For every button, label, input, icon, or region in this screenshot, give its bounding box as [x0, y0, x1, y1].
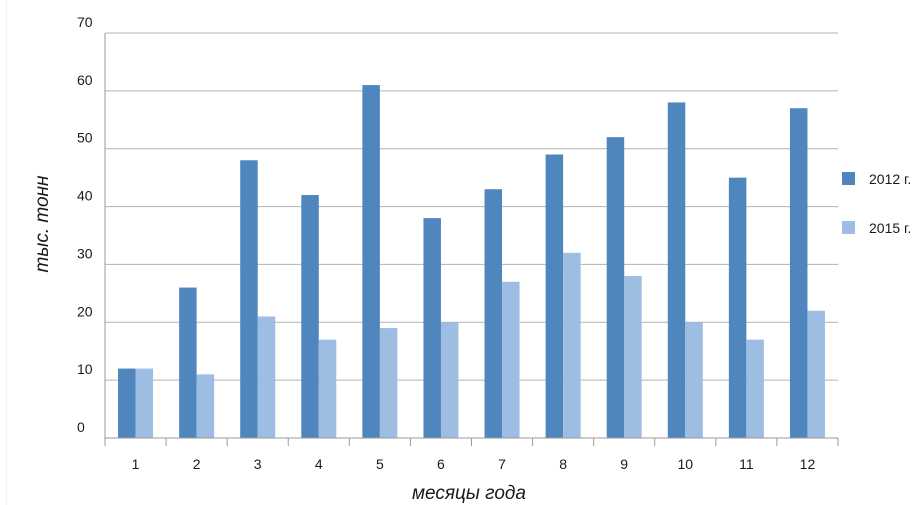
- x-tick-label: 11: [739, 456, 754, 472]
- y-tick-label: 10: [77, 361, 93, 377]
- bar-series-2-cat-5: [379, 328, 398, 438]
- legend-swatch-2: [842, 221, 855, 234]
- bar-series-2-cat-11: [746, 339, 764, 438]
- bar-series-1-cat-1: [118, 368, 136, 438]
- x-tick-label: 8: [559, 456, 567, 472]
- bar-series-1-cat-3: [240, 160, 258, 439]
- x-tick-label: 3: [254, 456, 262, 472]
- x-tick-label: 10: [678, 456, 694, 472]
- bar-series-1-cat-6: [423, 218, 441, 438]
- legend-label-2: 2015 г.: [869, 220, 911, 236]
- bar-series-1-cat-8: [545, 154, 564, 438]
- y-tick-label: 60: [77, 72, 93, 88]
- x-tick-label: 1: [132, 456, 140, 472]
- bars: [118, 85, 825, 439]
- y-axis-title: тыс. тонн: [32, 175, 53, 273]
- x-tick-label: 4: [315, 456, 323, 472]
- bar-series-1-cat-2: [179, 287, 197, 438]
- x-tick-label: 9: [620, 456, 628, 472]
- bar-series-2-cat-8: [563, 252, 581, 438]
- x-tick-label: 12: [800, 456, 816, 472]
- y-tick-labels: 0 10 20 30 40 50 60 70: [77, 14, 93, 435]
- x-tick-label: 7: [498, 456, 506, 472]
- y-tick-label: 40: [77, 188, 93, 204]
- axes: [104, 33, 839, 446]
- bar-series-1-cat-9: [606, 137, 625, 438]
- bar-series-2-cat-7: [502, 281, 520, 438]
- legend-swatch-1: [842, 172, 855, 185]
- bar-series-2-cat-6: [440, 322, 459, 438]
- x-tick-label: 5: [376, 456, 384, 472]
- bar-series-1-cat-7: [484, 189, 503, 438]
- bar-series-2-cat-3: [257, 316, 276, 438]
- bar-series-1-cat-10: [667, 102, 686, 438]
- y-tick-label: 70: [77, 14, 93, 30]
- y-tick-label: 50: [77, 130, 93, 146]
- bar-series-1-cat-11: [728, 177, 747, 438]
- bar-series-2-cat-1: [135, 368, 154, 438]
- bar-series-1-cat-4: [301, 195, 319, 438]
- x-tick-labels: 1 2 3 4 5 6 7 8 9 10 11 12: [132, 456, 816, 472]
- grid-lines: [105, 32, 838, 381]
- bar-series-2-cat-4: [318, 339, 337, 438]
- legend: 2012 г. 2015 г.: [842, 171, 911, 236]
- bar-series-1-cat-12: [789, 108, 808, 438]
- bar-series-2-cat-2: [196, 374, 215, 438]
- left-edge-rule: [6, 0, 7, 505]
- y-tick-label: 30: [77, 245, 93, 261]
- y-tick-label: 20: [77, 303, 93, 319]
- x-axis-title: месяцы года: [412, 483, 526, 504]
- bar-series-1-cat-5: [362, 85, 380, 439]
- legend-label-1: 2012 г.: [869, 171, 911, 187]
- bar-series-2-cat-9: [624, 276, 642, 438]
- x-tick-label: 6: [437, 456, 445, 472]
- x-tick-label: 2: [193, 456, 201, 472]
- y-tick-label: 0: [77, 419, 85, 435]
- bar-series-2-cat-12: [807, 310, 825, 438]
- bar-series-2-cat-10: [685, 322, 703, 438]
